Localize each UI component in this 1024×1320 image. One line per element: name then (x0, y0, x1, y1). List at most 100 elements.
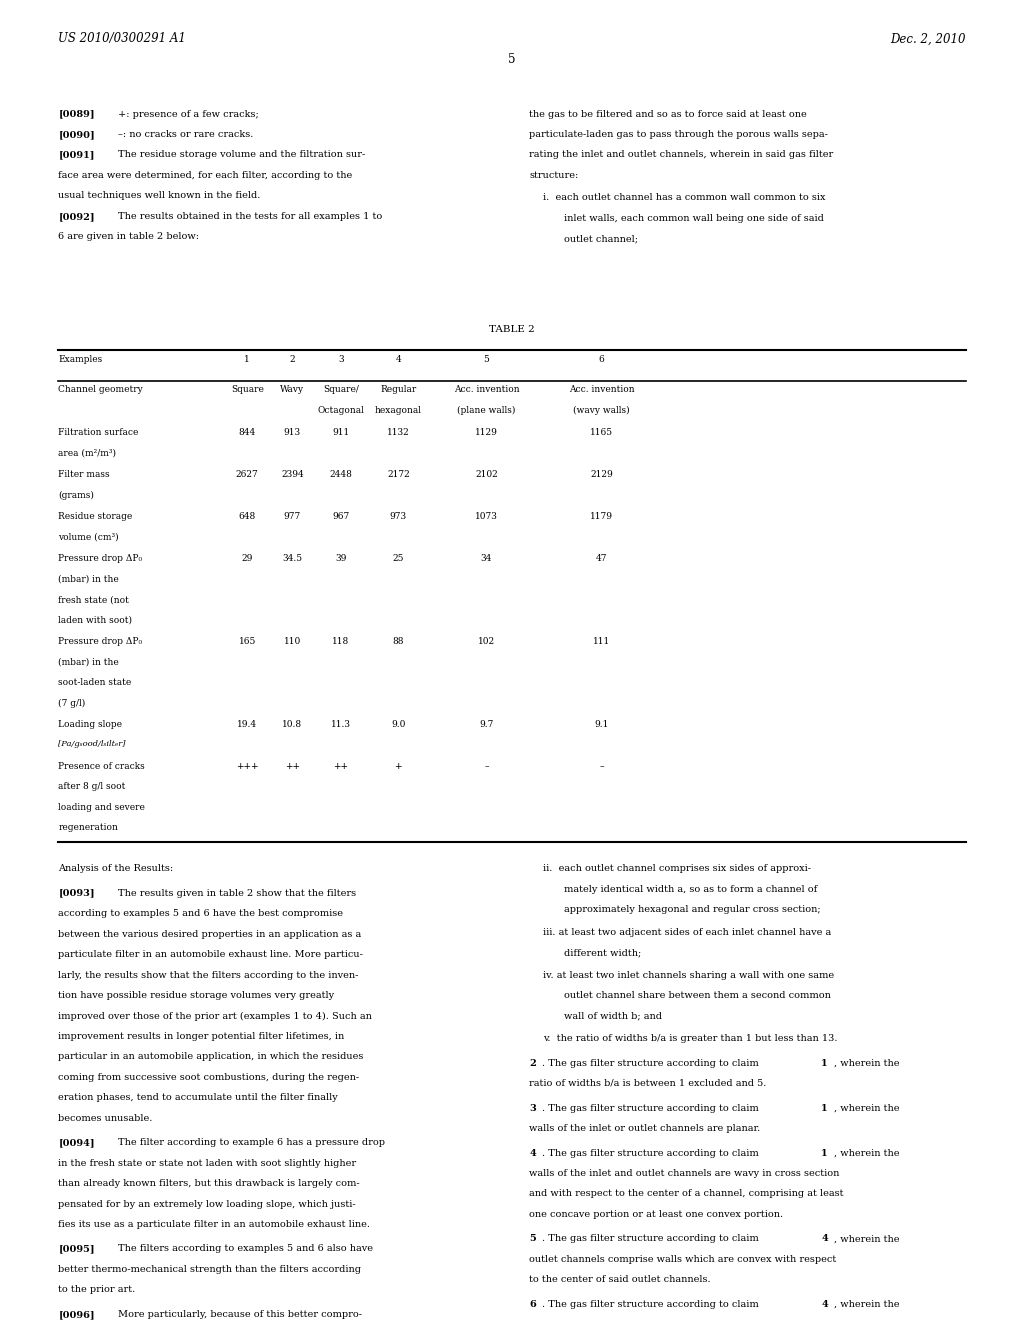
Text: –: no cracks or rare cracks.: –: no cracks or rare cracks. (118, 131, 253, 139)
Text: . The gas filter structure according to claim: . The gas filter structure according to … (542, 1300, 762, 1309)
Text: 118: 118 (333, 638, 349, 645)
Text: –: – (484, 762, 488, 771)
Text: 2129: 2129 (590, 470, 613, 479)
Text: wall of width b; and: wall of width b; and (564, 1011, 663, 1020)
Text: . The gas filter structure according to claim: . The gas filter structure according to … (542, 1104, 762, 1113)
Text: , wherein the: , wherein the (834, 1234, 899, 1243)
Text: iv. at least two inlet channels sharing a wall with one same: iv. at least two inlet channels sharing … (543, 970, 834, 979)
Text: 2: 2 (290, 355, 295, 364)
Text: in the fresh state or state not laden with soot slightly higher: in the fresh state or state not laden wi… (58, 1159, 356, 1168)
Text: 1165: 1165 (590, 429, 613, 437)
Text: –: – (599, 762, 604, 771)
Text: 911: 911 (333, 429, 349, 437)
Text: . The gas filter structure according to claim: . The gas filter structure according to … (542, 1059, 762, 1068)
Text: inlet walls, each common wall being one side of said: inlet walls, each common wall being one … (564, 214, 824, 223)
Text: [0090]: [0090] (58, 131, 95, 139)
Text: rating the inlet and outlet channels, wherein in said gas filter: rating the inlet and outlet channels, wh… (529, 150, 834, 160)
Text: Acc. invention: Acc. invention (454, 385, 519, 395)
Text: Pressure drop ΔP₀: Pressure drop ΔP₀ (58, 638, 142, 645)
Text: , wherein the: , wherein the (834, 1300, 899, 1309)
Text: 9.1: 9.1 (594, 719, 609, 729)
Text: according to examples 5 and 6 have the best compromise: according to examples 5 and 6 have the b… (58, 909, 343, 919)
Text: 165: 165 (239, 638, 256, 645)
Text: larly, the results show that the filters according to the inven-: larly, the results show that the filters… (58, 970, 358, 979)
Text: 6: 6 (599, 355, 604, 364)
Text: 39: 39 (335, 554, 347, 564)
Text: 4: 4 (395, 355, 401, 364)
Text: 648: 648 (239, 512, 256, 521)
Text: 2: 2 (529, 1059, 537, 1068)
Text: particulate-laden gas to pass through the porous walls sepa-: particulate-laden gas to pass through th… (529, 131, 828, 139)
Text: Square: Square (230, 385, 264, 395)
Text: usual techniques well known in the field.: usual techniques well known in the field… (58, 191, 261, 201)
Text: between the various desired properties in an application as a: between the various desired properties i… (58, 929, 361, 939)
Text: i.  each outlet channel has a common wall common to six: i. each outlet channel has a common wall… (543, 194, 825, 202)
Text: +: presence of a few cracks;: +: presence of a few cracks; (118, 110, 258, 119)
Text: Square/: Square/ (323, 385, 359, 395)
Text: Dec. 2, 2010: Dec. 2, 2010 (890, 32, 966, 45)
Text: hexagonal: hexagonal (375, 407, 422, 414)
Text: regeneration: regeneration (58, 824, 118, 833)
Text: +: + (394, 762, 402, 771)
Text: , wherein the: , wherein the (834, 1059, 899, 1068)
Text: [0091]: [0091] (58, 150, 95, 160)
Text: 977: 977 (284, 512, 301, 521)
Text: 5: 5 (508, 53, 516, 66)
Text: coming from successive soot combustions, during the regen-: coming from successive soot combustions,… (58, 1073, 359, 1082)
Text: the gas to be filtered and so as to force said at least one: the gas to be filtered and so as to forc… (529, 110, 807, 119)
Text: Regular: Regular (380, 385, 417, 395)
Text: 2102: 2102 (475, 470, 498, 479)
Text: after 8 g/l soot: after 8 g/l soot (58, 783, 126, 792)
Text: 2394: 2394 (281, 470, 304, 479)
Text: structure:: structure: (529, 170, 579, 180)
Text: 1: 1 (821, 1059, 827, 1068)
Text: 111: 111 (593, 638, 610, 645)
Text: than already known filters, but this drawback is largely com-: than already known filters, but this dra… (58, 1179, 360, 1188)
Text: and with respect to the center of a channel, comprising at least: and with respect to the center of a chan… (529, 1189, 844, 1199)
Text: particular in an automobile application, in which the residues: particular in an automobile application,… (58, 1052, 364, 1061)
Text: 9.0: 9.0 (391, 719, 406, 729)
Text: 4: 4 (529, 1148, 537, 1158)
Text: Filter mass: Filter mass (58, 470, 110, 479)
Text: face area were determined, for each filter, according to the: face area were determined, for each filt… (58, 170, 352, 180)
Text: 973: 973 (390, 512, 407, 521)
Text: soot-laden state: soot-laden state (58, 678, 132, 686)
Text: (grams): (grams) (58, 491, 94, 500)
Text: 967: 967 (333, 512, 349, 521)
Text: The filters according to examples 5 and 6 also have: The filters according to examples 5 and … (118, 1245, 373, 1254)
Text: [0095]: [0095] (58, 1245, 95, 1254)
Text: US 2010/0300291 A1: US 2010/0300291 A1 (58, 32, 186, 45)
Text: Acc. invention: Acc. invention (568, 385, 635, 395)
Text: 1132: 1132 (387, 429, 410, 437)
Text: (wavy walls): (wavy walls) (573, 407, 630, 414)
Text: [0092]: [0092] (58, 211, 95, 220)
Text: particulate filter in an automobile exhaust line. More particu-: particulate filter in an automobile exha… (58, 950, 364, 960)
Text: 11.3: 11.3 (331, 719, 351, 729)
Text: ii.  each outlet channel comprises six sides of approxi-: ii. each outlet channel comprises six si… (543, 865, 811, 873)
Text: to the center of said outlet channels.: to the center of said outlet channels. (529, 1275, 711, 1284)
Text: 1129: 1129 (475, 429, 498, 437)
Text: 4: 4 (821, 1300, 828, 1309)
Text: 88: 88 (392, 638, 404, 645)
Text: volume (cm³): volume (cm³) (58, 533, 119, 541)
Text: . The gas filter structure according to claim: . The gas filter structure according to … (542, 1234, 762, 1243)
Text: Presence of cracks: Presence of cracks (58, 762, 145, 771)
Text: walls of the inlet and outlet channels are wavy in cross section: walls of the inlet and outlet channels a… (529, 1170, 840, 1177)
Text: better thermo-mechanical strength than the filters according: better thermo-mechanical strength than t… (58, 1265, 361, 1274)
Text: Channel geometry: Channel geometry (58, 385, 143, 395)
Text: outlet channel;: outlet channel; (564, 235, 638, 243)
Text: 19.4: 19.4 (238, 719, 257, 729)
Text: improvement results in longer potential filter lifetimes, in: improvement results in longer potential … (58, 1032, 345, 1041)
Text: [0089]: [0089] (58, 110, 95, 119)
Text: becomes unusable.: becomes unusable. (58, 1114, 153, 1123)
Text: 34.5: 34.5 (283, 554, 302, 564)
Text: 2448: 2448 (330, 470, 352, 479)
Text: 110: 110 (284, 638, 301, 645)
Text: 6: 6 (529, 1300, 537, 1309)
Text: 844: 844 (239, 429, 256, 437)
Text: 25: 25 (392, 554, 404, 564)
Text: tion have possible residue storage volumes very greatly: tion have possible residue storage volum… (58, 991, 335, 1001)
Text: 2627: 2627 (236, 470, 259, 479)
Text: loading and severe: loading and severe (58, 803, 145, 812)
Text: , wherein the: , wherein the (834, 1104, 899, 1113)
